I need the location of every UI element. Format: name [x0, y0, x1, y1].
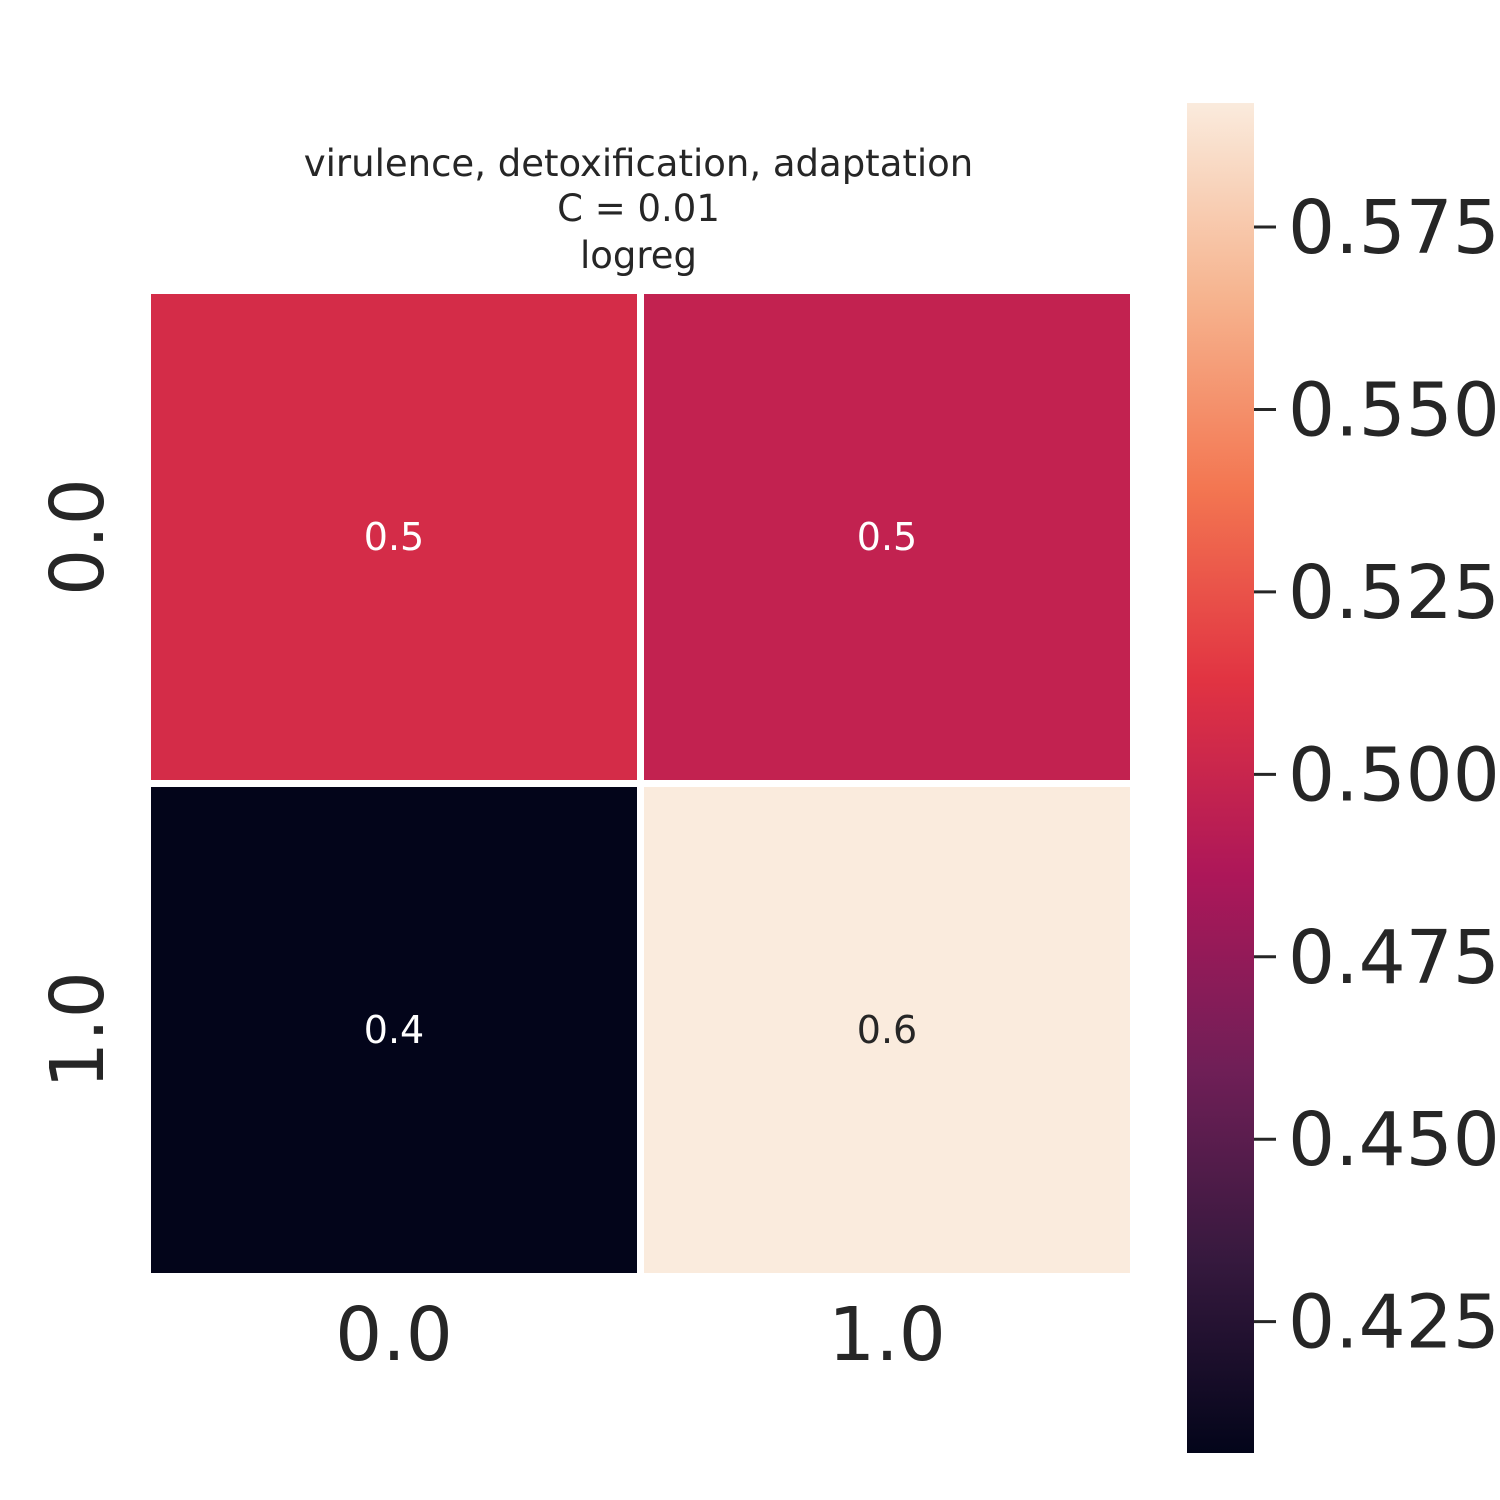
colorbar-tick-label-3: 0.500 [1288, 732, 1500, 818]
x-tick-label-0: 0.0 [335, 1292, 453, 1378]
heatmap-cell-1-0 [151, 787, 637, 1273]
heatmap-cell-0-0 [151, 294, 637, 780]
y-tick-label-0: 0.0 [35, 478, 121, 596]
heatmap-cell-0-1 [644, 294, 1130, 780]
colorbar: 0.425 0.450 0.475 0.500 0.525 0.550 0.575 [1187, 103, 1500, 1453]
colorbar-gradient [1187, 103, 1254, 1453]
y-tick-labels: 0.0 1.0 [35, 478, 121, 1089]
cell-value-label-1-1: 0.6 [857, 1008, 917, 1052]
cell-value-label-1-0: 0.4 [364, 1008, 424, 1052]
title-line-0: virulence, detoxification, adaptation [304, 142, 974, 185]
cell-value-label-0-0: 0.5 [364, 515, 424, 559]
colorbar-tick-label-4: 0.525 [1288, 550, 1500, 636]
title-line-1: C = 0.01 [557, 187, 720, 230]
colorbar-tick-label-0: 0.425 [1288, 1280, 1500, 1366]
title-line-2: logreg [580, 234, 697, 277]
x-tick-label-1: 1.0 [828, 1292, 946, 1378]
heatmap-cell-1-1 [644, 787, 1130, 1273]
heatmap-cells: 0.5 0.5 0.4 0.6 [151, 294, 1130, 1273]
x-tick-labels: 0.0 1.0 [335, 1292, 946, 1378]
colorbar-tick-label-1: 0.450 [1288, 1097, 1500, 1183]
colorbar-tick-label-6: 0.575 [1288, 185, 1500, 271]
colorbar-tick-label-5: 0.550 [1288, 367, 1500, 453]
colorbar-tick-label-2: 0.475 [1288, 915, 1500, 1001]
cell-value-label-0-1: 0.5 [857, 515, 917, 559]
y-tick-label-1: 1.0 [35, 971, 121, 1089]
